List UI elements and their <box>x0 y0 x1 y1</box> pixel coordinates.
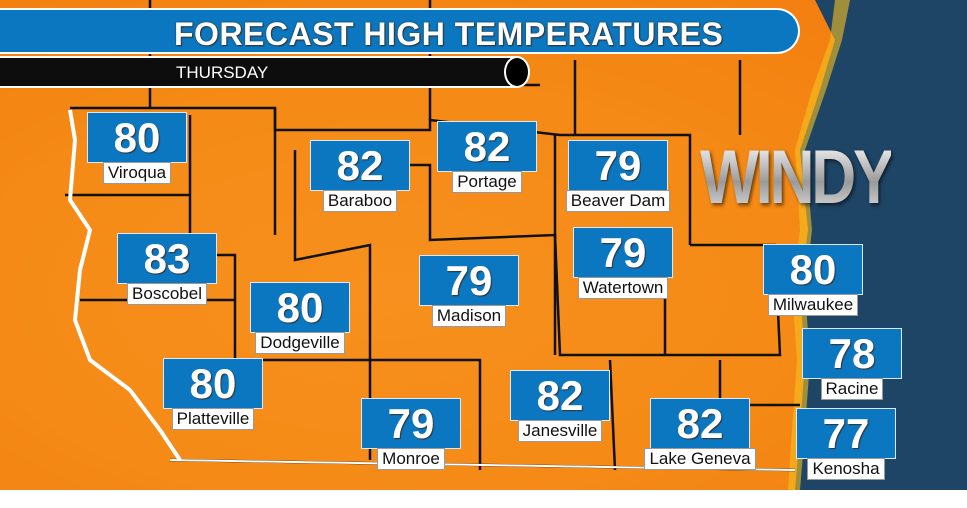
city-marker: 80 Viroqua <box>87 112 187 184</box>
city-name: Watertown <box>577 277 669 299</box>
city-marker: 80 Dodgeville <box>250 282 350 354</box>
city-name: Janesville <box>517 420 603 442</box>
city-marker: 80 Platteville <box>163 358 263 430</box>
city-name: Platteville <box>171 408 255 430</box>
temperature-value: 80 <box>87 112 187 163</box>
city-marker: 79 Monroe <box>361 398 461 470</box>
page-title: FORECAST HIGH TEMPERATURES <box>174 16 724 52</box>
city-name: Racine <box>820 378 884 400</box>
city-name: Baraboo <box>322 190 398 212</box>
temperature-value: 79 <box>361 398 461 449</box>
city-name: Boscobel <box>127 283 207 305</box>
windy-logo: WINDY <box>700 135 895 220</box>
temperature-value: 79 <box>568 140 668 191</box>
city-name: Monroe <box>377 448 445 470</box>
temperature-value: 80 <box>250 282 350 333</box>
city-marker: 82 Portage <box>437 121 537 193</box>
city-marker: 83 Boscobel <box>117 233 217 305</box>
temperature-value: 77 <box>796 408 896 459</box>
city-marker: 79 Beaver Dam <box>565 140 671 212</box>
city-name: Kenosha <box>807 458 885 480</box>
temperature-value: 79 <box>419 255 519 306</box>
city-name: Milwaukee <box>767 294 859 316</box>
temperature-value: 80 <box>163 358 263 409</box>
state-border <box>67 109 182 462</box>
city-marker: 82 Lake Geneva <box>644 398 756 470</box>
temperature-value: 78 <box>802 328 902 379</box>
city-name: Madison <box>431 305 507 327</box>
city-name: Dodgeville <box>255 332 345 354</box>
city-name: Lake Geneva <box>644 448 756 470</box>
city-marker: 79 Madison <box>419 255 519 327</box>
temperature-value: 82 <box>510 370 610 421</box>
temperature-value: 82 <box>650 398 750 449</box>
bar-end-cap <box>504 56 530 88</box>
city-marker: 82 Baraboo <box>310 140 410 212</box>
temperature-value: 79 <box>573 227 673 278</box>
day-bar: THURSDAY <box>0 56 530 88</box>
temperature-value: 82 <box>310 140 410 191</box>
city-marker: 80 Milwaukee <box>763 244 863 316</box>
city-marker: 78 Racine <box>802 328 902 400</box>
temperature-value: 82 <box>437 121 537 172</box>
temperature-value: 83 <box>117 233 217 284</box>
city-marker: 79 Watertown <box>573 227 673 299</box>
title-banner: FORECAST HIGH TEMPERATURES <box>0 8 800 54</box>
city-name: Beaver Dam <box>565 190 671 212</box>
city-name: Viroqua <box>102 162 172 184</box>
city-marker: 77 Kenosha <box>796 408 896 480</box>
city-name: Portage <box>452 171 522 193</box>
temperature-map: FORECAST HIGH TEMPERATURES THURSDAY WIND… <box>0 0 967 490</box>
forecast-day: THURSDAY <box>176 63 269 82</box>
temperature-value: 80 <box>763 244 863 295</box>
city-marker: 82 Janesville <box>510 370 610 442</box>
